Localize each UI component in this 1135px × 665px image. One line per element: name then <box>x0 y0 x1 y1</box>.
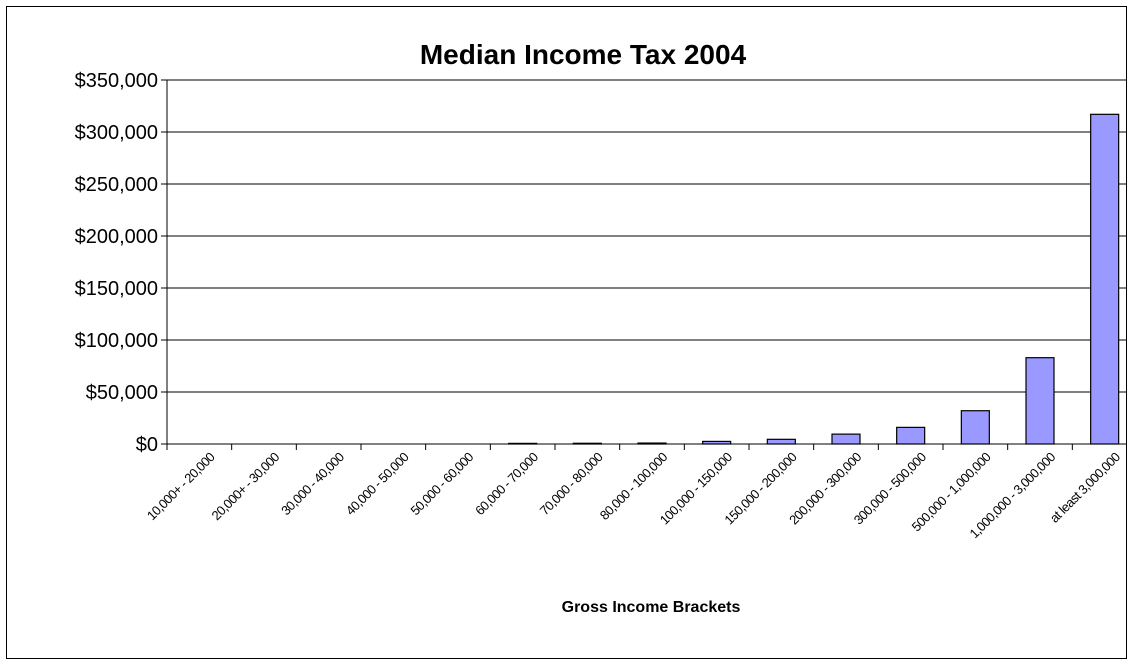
x-tick-label: 40,000 - 50,000 <box>343 449 412 518</box>
y-axis-ticks: $0 $50,000 $100,000 $150,000 $200,000 $250,00… <box>75 70 167 456</box>
x-tick-label: 10,000+ - 20,000 <box>144 449 218 523</box>
y-tick-label: $350,000 <box>75 70 158 92</box>
y-tick-label: $150,000 <box>75 278 158 300</box>
x-axis-label: Gross Income Brackets <box>562 599 741 616</box>
x-tick-label: 20,000+ - 30,000 <box>209 449 283 523</box>
x-tick-label: 30,000 - 40,000 <box>278 449 347 518</box>
x-tick-label: at least 3,000,000 <box>1047 449 1123 525</box>
bars <box>508 113 1120 445</box>
axes <box>166 80 1126 445</box>
bar-chart: Median Income Tax 2004 $0 $50,000 $100,000… <box>75 39 1126 616</box>
bar <box>960 410 990 445</box>
bar <box>766 438 796 445</box>
bar <box>1090 113 1120 445</box>
x-tick-label: 50,000 - 60,000 <box>407 449 476 518</box>
y-tick-label: $0 <box>136 434 158 456</box>
y-tick-label: $100,000 <box>75 330 158 352</box>
y-tick-label: $300,000 <box>75 122 158 144</box>
x-tick-label: 80,000 - 100,000 <box>597 449 671 523</box>
x-tick-label: 60,000 - 70,000 <box>472 449 541 518</box>
bar <box>896 426 926 445</box>
y-tick-label: $200,000 <box>75 226 158 248</box>
bar <box>831 433 861 445</box>
gridlines <box>167 79 1126 393</box>
chart-title: Median Income Tax 2004 <box>420 39 747 70</box>
x-tick-label: 70,000 - 80,000 <box>537 449 606 518</box>
y-tick-label: $50,000 <box>86 382 158 404</box>
bar <box>1025 357 1055 445</box>
chart-frame: Median Income Tax 2004 $0 $50,000 $100,000… <box>6 6 1127 659</box>
y-tick-label: $250,000 <box>75 174 158 196</box>
